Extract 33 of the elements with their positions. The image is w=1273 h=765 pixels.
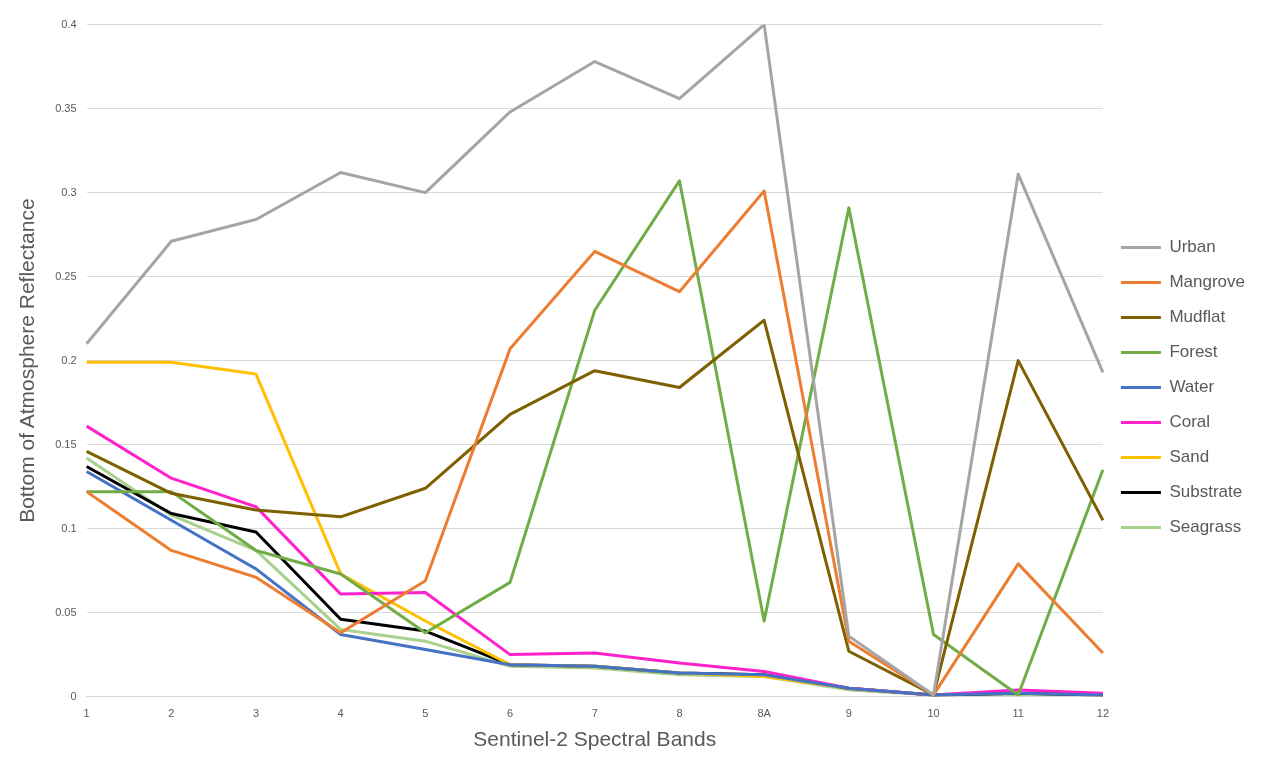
- y-tick-label: 0.3: [61, 185, 77, 198]
- legend-label: Forest: [1169, 342, 1218, 362]
- x-tick-label: 10: [927, 707, 940, 720]
- y-tick-label: 0.4: [61, 17, 77, 30]
- x-tick-label: 12: [1096, 707, 1110, 720]
- y-tick-label: 0.25: [55, 269, 77, 282]
- y-tick-label: 0.2: [61, 353, 77, 366]
- legend-label: Mangrove: [1169, 272, 1246, 292]
- y-tick-label: 0.35: [55, 101, 77, 114]
- x-tick-label: 3: [252, 707, 260, 720]
- x-tick-label: 8: [676, 707, 683, 720]
- legend-label: Urban: [1169, 237, 1216, 257]
- x-tick-label: 6: [507, 707, 514, 720]
- x-tick-label: 7: [591, 707, 598, 720]
- legend-label: Sand: [1169, 447, 1210, 467]
- x-tick-label: 1: [83, 707, 90, 720]
- x-tick-label: 4: [337, 707, 344, 720]
- y-tick-label: 0.05: [55, 605, 77, 618]
- x-tick-label: 11: [1012, 707, 1024, 720]
- legend-label: Mudflat: [1169, 307, 1226, 327]
- legend-label: Seagrass: [1169, 517, 1242, 537]
- x-tick-label: 9: [845, 707, 852, 720]
- legend-label: Water: [1169, 377, 1215, 397]
- x-axis-title: Sentinel-2 Spectral Bands: [473, 727, 717, 751]
- y-tick-label: 0: [70, 689, 77, 702]
- y-tick-label: 0.15: [55, 437, 77, 450]
- x-tick-label: 5: [422, 707, 429, 720]
- x-tick-label: 2: [168, 707, 175, 720]
- legend-label: Coral: [1169, 412, 1211, 432]
- y-axis-title: Bottom of Atmosphere Reflectance: [15, 198, 39, 523]
- x-tick-label: 8A: [757, 707, 772, 720]
- legend-label: Substrate: [1169, 482, 1243, 502]
- y-tick-label: 0.1: [61, 521, 77, 534]
